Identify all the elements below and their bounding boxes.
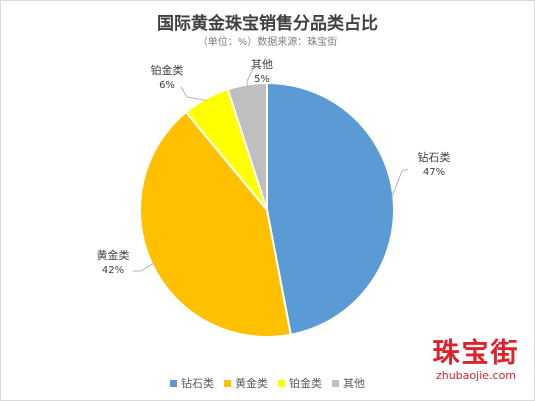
legend-label-4: 其他	[343, 377, 365, 390]
legend-item-4: 其他	[332, 375, 365, 391]
slice-name-label-2: 黄金类	[97, 248, 130, 262]
legend-item-3: 铂金类	[278, 375, 322, 391]
leader-line-1	[391, 168, 409, 199]
legend-swatch-3	[278, 379, 285, 387]
legend-item-2: 黄金类	[224, 375, 268, 391]
legend-swatch-4	[332, 379, 339, 387]
chart-legend: 钻石类 黄金类 铂金类 其他	[1, 375, 534, 391]
legend-label-3: 铂金类	[289, 377, 322, 390]
legend-item-1: 钻石类	[170, 375, 214, 391]
slice-value-label-1: 47%	[423, 167, 445, 178]
watermark-logo: 珠宝街 zhubaojie.com	[426, 338, 526, 383]
slice-value-label-4: 5%	[254, 74, 270, 85]
legend-label-2: 黄金类	[235, 377, 268, 390]
slice-name-label-1: 钻石类	[418, 150, 451, 164]
pie-slice-1	[266, 81, 395, 336]
legend-label-1: 钻石类	[181, 377, 214, 390]
watermark-en: zhubaojie.com	[435, 369, 517, 382]
legend-swatch-1	[170, 379, 177, 387]
slice-value-label-2: 42%	[102, 265, 124, 276]
leader-line-3	[180, 86, 207, 101]
leader-line-4	[246, 68, 254, 87]
slice-name-label-3: 铂金类	[151, 63, 184, 77]
legend-swatch-2	[224, 379, 231, 387]
chart-title: 国际黄金珠宝销售分品类占比	[157, 14, 378, 34]
watermark-cn: 珠宝街	[432, 338, 520, 369]
slice-value-label-3: 6%	[159, 80, 175, 91]
chart-subtitle: （单位：%）数据来源：珠宝街	[197, 37, 338, 48]
leader-line-2	[133, 262, 155, 272]
slice-name-label-4: 其他	[251, 58, 273, 71]
